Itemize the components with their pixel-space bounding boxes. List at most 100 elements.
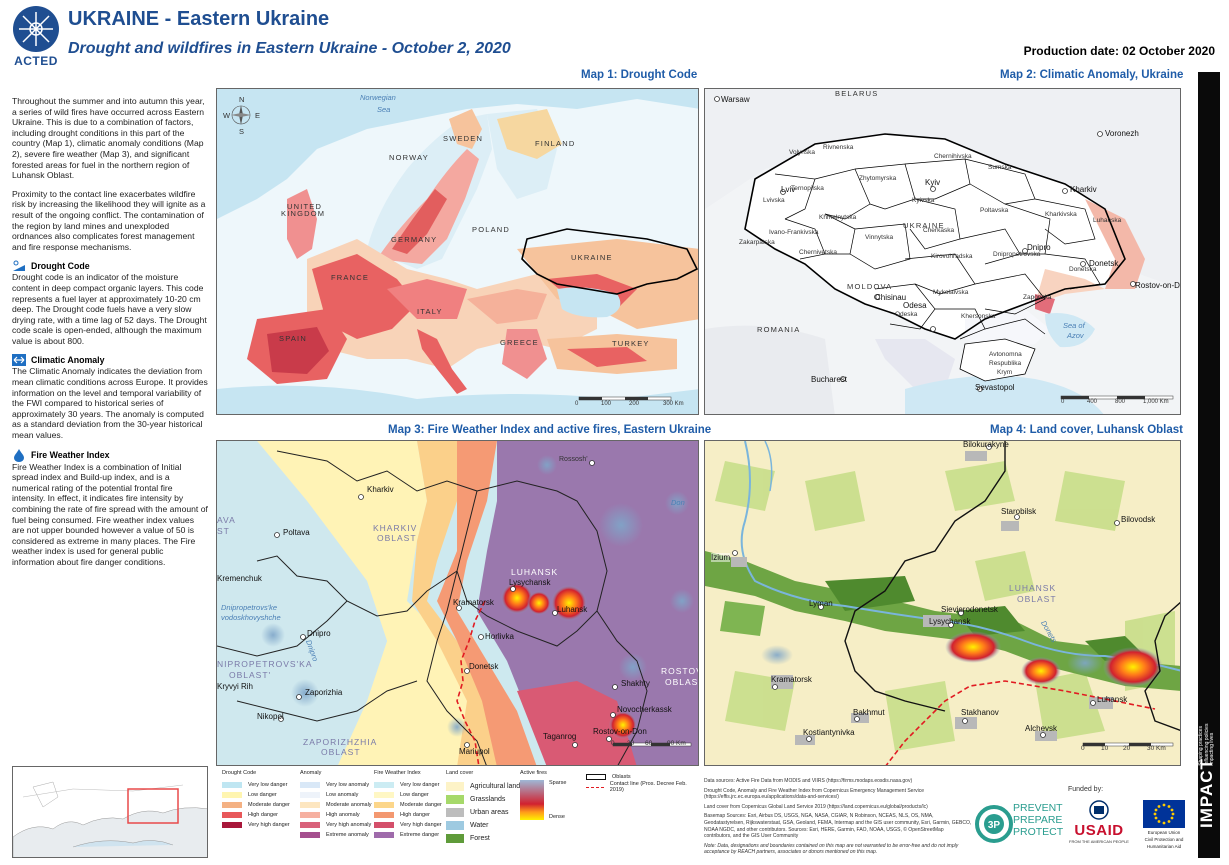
map2-label-luhanska: Luhanska [1093,217,1122,224]
data-sources: Data sources: Active Fire Data from MODI… [704,778,972,859]
map4-label-bakhmut: Bakhmut [853,708,885,717]
map2-label-rostov: Rostov-on-Don [1135,281,1180,290]
source-note: Note: Data, designations and boundaries … [704,842,959,856]
map4-scale-0: 0 [1081,745,1085,752]
legend-landcover: Land cover Agricultural land Grasslands … [446,770,520,845]
map4-label-alchevsk: Alchevsk [1025,724,1058,733]
fire-density-ramp [520,780,544,820]
map2-label-crimea-3: Krym [997,369,1013,376]
map3-label-kharkiv: Kharkiv [367,485,394,494]
legend-swatch [446,808,464,817]
legend-item: Very high danger [222,820,290,830]
legend-item: Very high danger [374,820,442,830]
legend-drought-title: Drought Code [222,770,257,776]
map4-label-sievierodonetsk: Sievierodonetsk [941,605,998,614]
legend-swatch [446,834,464,843]
impact-wordmark: IMPACT [1197,758,1216,828]
usaid-tagline: FROM THE AMERICAN PEOPLE [1069,839,1129,844]
usaid-logo: USAID FROM THE AMERICAN PEOPLE [1068,800,1130,856]
map1-label-uk: UNITED [287,202,323,211]
legend-label: Oblasts [612,774,631,780]
map2-label-kyiv: Kyiv [925,178,941,187]
legend-lines: Oblasts Contact line (Pros. Decree Feb. … [586,772,692,793]
legend-item: Very low danger [222,780,290,790]
map1-label-greece: GREECE [500,338,539,347]
legend-fwi: Fire Weather Index Very low danger Low d… [374,770,442,840]
fwi-title: Fire Weather Index [31,449,110,460]
map2-label-kyivska: Kyivska [912,197,935,204]
map3-scale-30: 30 [627,740,635,747]
eu-sub-2: Civil Protection and [1144,837,1184,842]
water-drop-icon [14,448,24,462]
legend-label: High danger [400,812,430,818]
legend-item: High danger [374,810,442,820]
map1-label-turkey: TURKEY [612,339,650,348]
map2-scale-1000: 1,000 Km [1143,399,1169,405]
map2-scale-400: 400 [1087,399,1098,405]
3p-emblem-icon: 3P [975,805,1013,843]
map3-label-kryvyi-rih: Kryvyi Rih [217,682,254,691]
map1-label-poland: POLAND [472,225,511,234]
impact-sidebar: IMPACT Shaping practices Influencing pol… [1197,72,1220,858]
map4-scale-10: 10 [1101,745,1109,752]
compass-s: S [239,127,245,136]
legend-label: Urban areas [470,809,509,816]
legend-item: Very high anomaly [300,820,372,830]
legend-swatch [374,822,394,828]
legend-swatch [222,792,242,798]
map1-scale-100: 100 [601,401,612,407]
map3-label-dnipro-reservoir-1: Dnipropetrovs'ke [221,603,278,612]
impact-tagline: Shaping practices Influencing policies I… [1198,723,1216,766]
map3-label-rostov-city: Rostov-on-Don [593,727,647,736]
legend-item: High danger [222,810,290,820]
map4-label-kostiantynivka: Kostiantynivka [803,728,855,737]
map3-scale-60: 60 [645,740,653,747]
map3-label-lava-1: AVA [217,515,236,525]
map1-label-ukraine: UKRAINE [571,253,613,262]
map4-label-luhansk-oblast-1: LUHANSK [1009,583,1057,593]
map4-label-bilovodsk: Bilovodsk [1121,515,1156,524]
map3-label-poltava: Poltava [283,528,310,537]
legend-swatch [300,782,320,788]
map1-title: Map 1: Drought Code [581,69,698,81]
map2-label-donetska: Donetska [1069,266,1097,273]
map2-label-chisinau: Chisinau [875,293,907,302]
eu-sub-1: European Union [1147,830,1181,835]
legend-fires-dense: Dense [549,814,565,820]
map2-label-sea-azov-2: Azov [1067,331,1084,340]
map3-label-zaporizhia: Zaporizhia [305,688,343,697]
map3-label-zap-oblast-1: ZAPORIZHZHIA [303,737,378,747]
legend-drought: Drought Code Very low danger Low danger … [222,770,290,830]
drought-icon [13,260,25,272]
legend-label: Contact line (Pros. Decree Feb. 2019) [609,781,687,793]
contact-line-swatch [586,786,604,788]
legend-item: Grasslands [446,793,520,806]
source-1: Data sources: Active Fire Data from MODI… [704,778,913,784]
locator-inset-map [12,766,208,858]
map2-label-moldova: MOLDOVA [847,282,893,291]
legend-swatch [222,812,242,818]
legend-item: Agricultural land [446,780,520,793]
anomaly-section-title: Climatic Anomaly [12,354,208,367]
legend-label: Extreme danger [400,832,440,838]
map4-title: Map 4: Land cover, Luhansk Oblast [990,424,1183,436]
anomaly-title: Climatic Anomaly [31,355,105,366]
legend-item: Extreme danger [374,830,442,840]
legend-fires-ramp: Sparse Dense [520,780,579,820]
map4-label-luhansk-oblast-2: OBLAST [1017,594,1057,604]
map3-label-dnipro: Dnipro [307,629,331,638]
legend-swatch [446,821,464,830]
legend-label: Forest [470,835,490,842]
map4-label-izium: Izium [711,553,731,562]
drought-title: Drought Code [31,261,90,272]
compass-n: N [239,95,245,104]
map3-scale-90: 90 Km [667,740,686,747]
legend-label: High anomaly [326,812,360,818]
legend-label: Moderate danger [248,802,290,808]
acted-logo: ACTED [10,6,62,68]
legend-label: Low danger [248,792,277,798]
map2-label-belarus: BELARUS [835,89,879,98]
map2-label-ivano: Ivano-Frankivska [769,229,819,236]
legend-item: Urban areas [446,806,520,819]
map2-title: Map 2: Climatic Anomaly, Ukraine [1000,69,1184,81]
